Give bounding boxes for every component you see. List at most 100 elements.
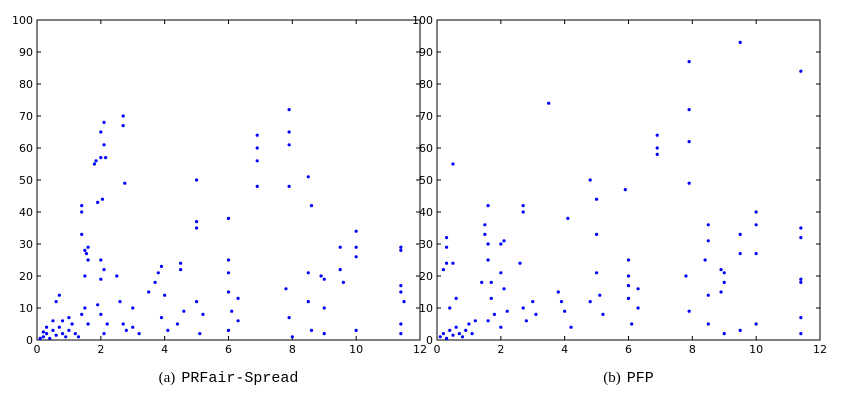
point [460, 335, 465, 339]
y-tick-label: 40 [19, 206, 33, 219]
point [70, 322, 74, 326]
y-tick-label: 40 [419, 206, 433, 219]
point [480, 280, 484, 284]
point [706, 239, 710, 243]
point [354, 328, 358, 332]
point [706, 293, 710, 297]
point [102, 143, 106, 147]
point [499, 242, 503, 246]
point [287, 130, 291, 134]
point [799, 277, 803, 281]
point [86, 245, 90, 249]
point [687, 60, 691, 64]
point [255, 184, 259, 188]
point [309, 204, 314, 208]
point [153, 280, 157, 284]
point [230, 309, 234, 313]
point [99, 156, 103, 160]
point [444, 245, 449, 249]
point [255, 159, 259, 163]
point [159, 316, 164, 320]
point [83, 248, 87, 252]
point [57, 293, 61, 297]
point [489, 280, 493, 284]
point [121, 124, 125, 128]
point [738, 252, 742, 256]
point [102, 332, 106, 336]
point [194, 226, 199, 230]
y-tick-label: 50 [419, 174, 433, 187]
plot-frame [436, 19, 821, 341]
point [226, 328, 231, 332]
point [236, 319, 240, 323]
point [719, 268, 723, 272]
point [722, 271, 726, 275]
point [67, 316, 71, 320]
point [51, 319, 55, 323]
point [588, 178, 592, 182]
point [123, 181, 127, 185]
point [626, 258, 631, 262]
point [569, 325, 573, 329]
point [594, 271, 599, 275]
point [799, 69, 803, 73]
point [563, 309, 567, 313]
point [80, 204, 84, 208]
x-tick-label: 0 [34, 343, 41, 356]
x-tick-label: 10 [749, 343, 763, 356]
point [799, 332, 803, 336]
point [131, 306, 135, 310]
point [48, 336, 52, 340]
point [322, 332, 326, 336]
x-tick-label: 0 [434, 343, 441, 356]
point [505, 309, 509, 313]
point [54, 333, 58, 337]
point [521, 204, 525, 208]
point [255, 146, 259, 150]
point [444, 261, 449, 265]
point [99, 312, 103, 316]
point [226, 271, 231, 275]
point [451, 162, 455, 166]
point [754, 210, 758, 214]
point [601, 312, 605, 316]
point [57, 325, 61, 329]
point [354, 229, 358, 233]
point [179, 268, 183, 272]
point [194, 178, 199, 182]
point [73, 332, 77, 336]
y-tick-label: 100 [412, 14, 433, 27]
point [255, 133, 259, 137]
point [486, 258, 490, 262]
point [182, 309, 186, 313]
y-tick-label: 90 [419, 46, 433, 59]
point [684, 274, 688, 278]
point [179, 261, 183, 265]
point [102, 268, 106, 272]
point [626, 274, 631, 278]
point [687, 309, 691, 313]
point [236, 296, 240, 300]
point [444, 236, 449, 240]
point [399, 332, 403, 336]
point [594, 197, 599, 201]
point [92, 162, 97, 166]
point [83, 274, 87, 278]
point [454, 296, 458, 300]
point [80, 232, 84, 236]
point [524, 319, 528, 323]
y-tick-label: 60 [19, 142, 33, 155]
y-tick-label: 70 [419, 110, 433, 123]
point [499, 325, 503, 329]
y-tick-label: 80 [19, 78, 33, 91]
point [486, 242, 490, 246]
y-tick-label: 20 [19, 270, 33, 283]
point [738, 328, 742, 332]
point [457, 332, 461, 336]
point [556, 290, 560, 294]
point [166, 328, 170, 332]
point [486, 319, 490, 323]
point [198, 332, 202, 336]
point [473, 319, 477, 323]
point [156, 271, 160, 275]
